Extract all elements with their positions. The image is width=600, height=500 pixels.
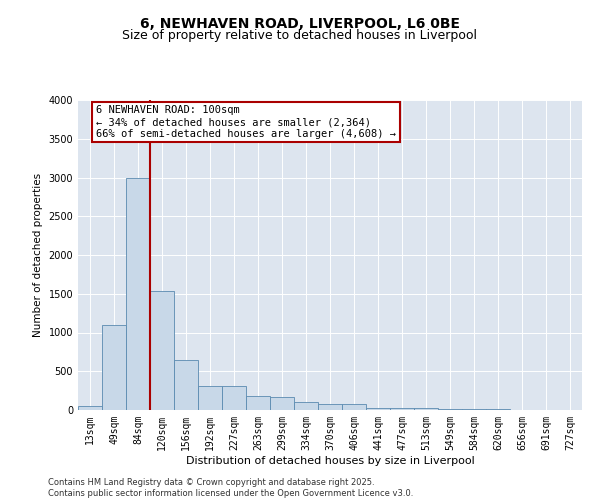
Bar	[270, 397, 294, 410]
Bar	[366, 408, 390, 410]
Y-axis label: Number of detached properties: Number of detached properties	[33, 173, 43, 337]
Bar	[246, 396, 270, 410]
Bar	[126, 178, 150, 410]
Bar	[462, 409, 486, 410]
Text: Contains HM Land Registry data © Crown copyright and database right 2025.
Contai: Contains HM Land Registry data © Crown c…	[48, 478, 413, 498]
Bar	[414, 408, 438, 410]
Bar	[294, 402, 318, 410]
Bar	[318, 404, 342, 410]
Bar	[78, 406, 102, 410]
Bar	[198, 386, 222, 410]
Bar	[102, 325, 126, 410]
Bar	[174, 360, 198, 410]
Bar	[438, 409, 462, 410]
Bar	[390, 408, 414, 410]
Bar	[150, 290, 174, 410]
Text: 6, NEWHAVEN ROAD, LIVERPOOL, L6 0BE: 6, NEWHAVEN ROAD, LIVERPOOL, L6 0BE	[140, 18, 460, 32]
Bar	[222, 386, 246, 410]
Bar	[342, 404, 366, 410]
X-axis label: Distribution of detached houses by size in Liverpool: Distribution of detached houses by size …	[185, 456, 475, 466]
Text: Size of property relative to detached houses in Liverpool: Size of property relative to detached ho…	[122, 29, 478, 42]
Text: 6 NEWHAVEN ROAD: 100sqm
← 34% of detached houses are smaller (2,364)
66% of semi: 6 NEWHAVEN ROAD: 100sqm ← 34% of detache…	[96, 106, 396, 138]
